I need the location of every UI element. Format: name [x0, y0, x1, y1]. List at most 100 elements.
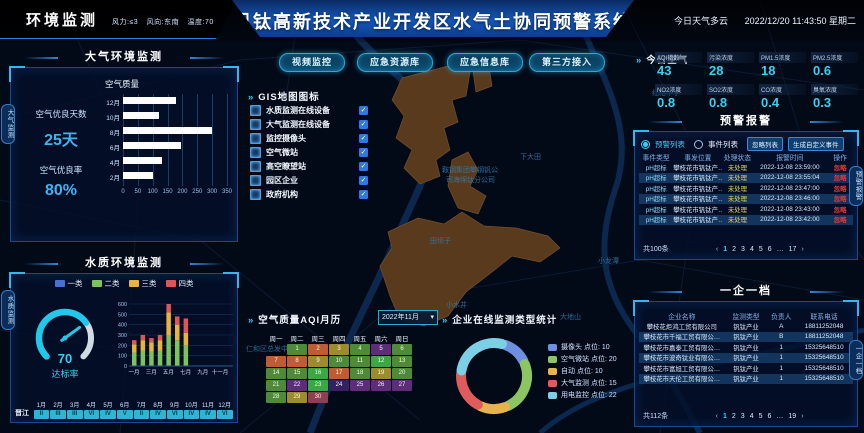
ignore-list-button[interactable]: 忽略列表 — [747, 137, 783, 151]
alarm-ignore-action[interactable]: 忽略 — [833, 217, 847, 225]
list-radio-label[interactable]: 预警列表 — [655, 139, 685, 149]
calendar-day-cell[interactable]: 6 — [392, 344, 412, 355]
layer-checkbox[interactable]: ✓ — [359, 120, 368, 129]
calendar-day-cell[interactable]: 15 — [287, 368, 307, 379]
gis-layer-label: 水质监测在线设备 — [266, 106, 330, 115]
calendar-day-cell[interactable]: 5 — [371, 344, 391, 355]
calendar-day-cell[interactable]: 14 — [266, 368, 286, 379]
map-action-button[interactable]: 视频监控 — [279, 53, 346, 72]
next-page-button[interactable]: › — [801, 412, 804, 420]
gis-layer-item[interactable]: 高空瞭望站 ✓ — [250, 160, 368, 173]
donut-legend-item: 自动 点位: 10 — [548, 365, 617, 377]
map-action-button[interactable]: 应急资源库 — [357, 53, 434, 72]
calendar-day-cell[interactable]: 30 — [308, 392, 328, 403]
calendar-day-cell[interactable]: 29 — [287, 392, 307, 403]
table-row[interactable]: 攀枝花市富旭工贸有限公… 钒钛产业 1 15325648510 — [639, 363, 853, 374]
calendar-day-cell[interactable]: 3 — [329, 344, 349, 355]
calendar-day-cell[interactable]: 25 — [350, 380, 370, 391]
river-grade-cell: IV — [183, 410, 200, 419]
calendar-day-cell[interactable]: 21 — [266, 380, 286, 391]
page-button[interactable]: 4 — [749, 245, 754, 253]
page-button[interactable]: 1 — [722, 412, 727, 420]
alarm-ignore-action[interactable]: 忽略 — [833, 196, 847, 204]
table-row[interactable]: 攀枝花炬鸿工贸有限公司 钒钛产业 A 18811252048 — [639, 321, 853, 332]
page-button[interactable]: 5 — [758, 245, 763, 253]
gis-layer-item[interactable]: 政府机构 ✓ — [250, 188, 368, 201]
page-button[interactable]: 3 — [740, 412, 745, 420]
gis-layer-item[interactable]: 园区企业 ✓ — [250, 174, 368, 187]
gis-layer-item[interactable]: 监控摄像头 ✓ — [250, 132, 368, 145]
calendar-day-cell[interactable]: 10 — [329, 356, 349, 367]
side-tab[interactable]: 水质监测 — [1, 290, 15, 330]
table-row[interactable]: 攀枝花市千福工贸有限公… 钒钛产业 B 18811252048 — [639, 331, 853, 342]
page-button[interactable]: 1 — [723, 245, 728, 253]
calendar-day-cell[interactable]: 13 — [392, 356, 412, 367]
calendar-day-cell[interactable]: 20 — [392, 368, 412, 379]
table-row[interactable]: 攀枝花市波奇钛业有限公… 钒钛产业 1 15325648510 — [639, 352, 853, 363]
table-row[interactable]: pH超标 攀枝花市钒钛产… 未处理 2022-12-08 23:46:00 忽略 — [639, 193, 853, 204]
list-radio[interactable] — [694, 139, 703, 149]
map-action-button[interactable]: 第三方接入 — [529, 53, 606, 72]
page-button[interactable]: 3 — [741, 245, 745, 253]
table-row[interactable]: pH超标 攀枝花市钒钛产… 未处理 2022-12-08 23:42:00 忽略 — [639, 214, 853, 225]
calendar-day-cell[interactable]: 17 — [329, 368, 349, 379]
table-row[interactable]: pH超标 攀枝花市钒钛产… 未处理 2022-12-08 23:55:04 忽略 — [639, 172, 853, 183]
calendar-day-cell[interactable]: 4 — [350, 344, 370, 355]
bar-row: 6月 — [105, 139, 231, 153]
calendar-day-cell[interactable]: 1 — [287, 344, 307, 355]
layer-checkbox[interactable]: ✓ — [359, 176, 368, 185]
layer-checkbox[interactable]: ✓ — [359, 162, 368, 171]
prev-page-button[interactable]: ‹ — [715, 412, 718, 420]
create-event-button[interactable]: 生成自定义事件 — [788, 137, 844, 151]
calendar-day-cell[interactable]: 11 — [350, 356, 370, 367]
month-select[interactable]: 2022年11月 ▾ — [378, 310, 438, 325]
page-button[interactable]: 6 — [767, 245, 772, 253]
map-action-button[interactable]: 应急信息库 — [447, 53, 524, 72]
calendar-day-cell[interactable]: 7 — [266, 356, 286, 367]
list-radio[interactable] — [641, 139, 650, 149]
gis-layer-item[interactable]: 空气微站 ✓ — [250, 146, 368, 159]
side-tab[interactable]: 一企一档 — [849, 340, 863, 380]
table-row[interactable]: pH超标 攀枝花市钒钛产… 未处理 2022-12-08 23:59:00 忽略 — [639, 162, 853, 173]
page-button[interactable]: 6 — [767, 412, 772, 420]
layer-checkbox[interactable]: ✓ — [359, 148, 368, 157]
alarm-ignore-action[interactable]: 忽略 — [833, 185, 847, 193]
page-button[interactable]: 4 — [749, 412, 754, 420]
side-tab[interactable]: 预警报警 — [849, 166, 863, 206]
calendar-day-cell[interactable]: 28 — [266, 392, 286, 403]
calendar-day-cell[interactable]: 2 — [308, 344, 328, 355]
alarm-ignore-action[interactable]: 忽略 — [833, 175, 847, 183]
side-tab[interactable]: 大气监测 — [1, 104, 15, 144]
calendar-day-cell[interactable]: 18 — [350, 368, 370, 379]
calendar-day-cell[interactable]: 8 — [287, 356, 307, 367]
calendar-day-cell[interactable]: 23 — [308, 380, 328, 391]
layer-checkbox[interactable]: ✓ — [359, 106, 368, 115]
calendar-day-cell[interactable]: 26 — [371, 380, 391, 391]
calendar-day-cell[interactable]: 12 — [371, 356, 391, 367]
table-row[interactable]: pH超标 攀枝花市钒钛产… 未处理 2022-12-08 23:43:00 忽略 — [639, 204, 853, 215]
page-button[interactable]: 5 — [758, 412, 763, 420]
layer-checkbox[interactable]: ✓ — [359, 134, 368, 143]
alarm-ignore-action[interactable]: 忽略 — [833, 164, 847, 172]
layer-checkbox[interactable]: ✓ — [359, 190, 368, 199]
table-row[interactable]: 攀枝花市天伦工贸有限公… 钒钛产业 1 15325648510 — [639, 373, 853, 384]
gis-layer-item[interactable]: 水质监测在线设备 ✓ — [250, 104, 368, 117]
page-button[interactable]: 19 — [788, 412, 797, 420]
calendar-day-cell[interactable]: 27 — [392, 380, 412, 391]
page-button[interactable]: 17 — [788, 245, 797, 253]
calendar-day-cell[interactable]: 24 — [329, 380, 349, 391]
calendar-day-cell[interactable]: 22 — [287, 380, 307, 391]
legend-item: 三类 — [128, 278, 157, 289]
table-row[interactable]: 攀枝花市嘉泰工贸有限公… 钒钛产业 1 15325648510 — [639, 342, 853, 353]
table-row[interactable]: pH超标 攀枝花市钒钛产… 未处理 2022-12-08 23:47:00 忽略 — [639, 183, 853, 194]
page-button[interactable]: 2 — [732, 245, 737, 253]
alarm-ignore-action[interactable]: 忽略 — [833, 206, 847, 214]
calendar-day-cell[interactable]: 9 — [308, 356, 328, 367]
calendar-day-cell[interactable]: 16 — [308, 368, 328, 379]
next-page-button[interactable]: › — [801, 245, 804, 253]
gis-layer-item[interactable]: 大气监测在线设备 ✓ — [250, 118, 368, 131]
page-button[interactable]: 2 — [731, 412, 736, 420]
calendar-day-cell[interactable]: 19 — [371, 368, 391, 379]
prev-page-button[interactable]: ‹ — [715, 245, 719, 253]
list-radio-label[interactable]: 事件列表 — [708, 139, 738, 149]
